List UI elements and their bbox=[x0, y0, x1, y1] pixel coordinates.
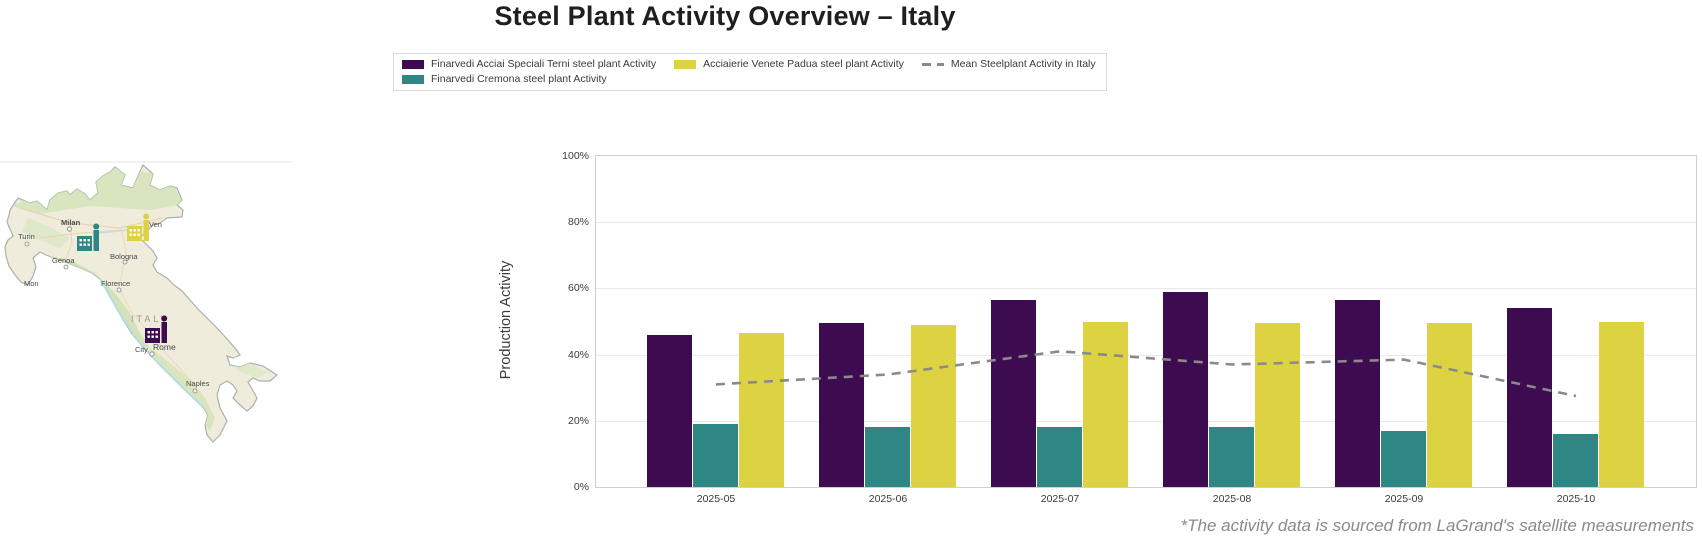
legend-item-cremona: Finarvedi Cremona steel plant Activity bbox=[402, 73, 656, 85]
x-tick-label: 2025-08 bbox=[1212, 493, 1252, 505]
city-label-turin: Turin bbox=[18, 232, 35, 241]
legend-dashed-line-swatch bbox=[921, 62, 944, 66]
italy-map-svg: Milan Turin Genoa Bologna Florence Rome … bbox=[0, 161, 292, 443]
bar-cremona-2025-05 bbox=[693, 424, 738, 487]
gridline-80 bbox=[596, 222, 1696, 224]
factory-icon-terni bbox=[145, 315, 168, 343]
city-label-rome: Rome bbox=[153, 342, 176, 352]
city-label-florence: Florence bbox=[101, 279, 130, 288]
y-tick-label: 0% bbox=[573, 481, 589, 493]
legend-item-terni: Finarvedi Acciai Speciali Terni steel pl… bbox=[402, 58, 656, 70]
bar-cremona-2025-08 bbox=[1209, 427, 1254, 487]
city-dot-naples bbox=[192, 388, 198, 394]
bar-terni-2025-07 bbox=[991, 300, 1036, 487]
plot-area: 0% 20% 40% 60% 80% 100% 2025-05 2025-06 2025-07 2… bbox=[562, 150, 1697, 505]
bar-terni-2025-08 bbox=[1163, 291, 1208, 487]
city-label-naples: Naples bbox=[186, 379, 210, 388]
x-tick-label: 2025-09 bbox=[1384, 493, 1424, 505]
legend-label: Finarvedi Cremona steel plant Activity bbox=[431, 73, 607, 85]
legend-swatch-cremona bbox=[402, 74, 424, 84]
city-markers bbox=[24, 226, 198, 394]
chart-legend: Finarvedi Acciai Speciali Terni steel pl… bbox=[393, 53, 1107, 91]
bar-terni-2025-09 bbox=[1335, 300, 1380, 487]
city-label-monaco: Mon bbox=[24, 279, 39, 288]
city-label-bologna: Bologna bbox=[110, 252, 138, 261]
y-tick-label: 20% bbox=[567, 414, 589, 427]
legend-swatch-terni bbox=[402, 59, 424, 69]
bar-padua-2025-06 bbox=[911, 324, 956, 487]
y-tick-label: 80% bbox=[567, 216, 589, 229]
page-title: Steel Plant Activity Overview – Italy bbox=[494, 1, 956, 31]
x-tick-label: 2025-07 bbox=[1040, 493, 1080, 505]
y-axis-label: Production Activity bbox=[498, 260, 514, 380]
city-labels: Milan Turin Genoa Bologna Florence Rome … bbox=[18, 218, 210, 388]
city-dot-florence bbox=[116, 287, 122, 293]
bar-cremona-2025-06 bbox=[865, 427, 910, 487]
y-tick-label: 60% bbox=[567, 282, 589, 295]
x-tick-label: 2025-10 bbox=[1556, 493, 1596, 505]
city-dot-genoa bbox=[63, 264, 69, 270]
bar-terni-2025-10 bbox=[1507, 308, 1552, 487]
city-dot-turin bbox=[24, 241, 30, 247]
legend-label: Mean Steelplant Activity in Italy bbox=[950, 58, 1096, 70]
city-dot-rome bbox=[149, 351, 155, 357]
city-label-venice: Ven bbox=[149, 220, 162, 229]
y-tick-label: 40% bbox=[567, 348, 589, 361]
gridline-20 bbox=[596, 420, 1696, 422]
y-tick-label: 100% bbox=[562, 150, 589, 162]
bar-padua-2025-08 bbox=[1255, 323, 1300, 487]
legend-item-mean: Mean Steelplant Activity in Italy bbox=[921, 58, 1096, 70]
bar-cremona-2025-09 bbox=[1381, 430, 1426, 487]
city-label-vatican-city: City bbox=[135, 345, 148, 354]
x-tick-label: 2025-06 bbox=[868, 493, 908, 505]
gridline-60 bbox=[596, 288, 1696, 290]
city-label-genoa: Genoa bbox=[52, 256, 75, 265]
data-source-footnote: *The activity data is sourced from LaGra… bbox=[1180, 516, 1694, 535]
city-dot-milan bbox=[66, 226, 73, 232]
bar-padua-2025-09 bbox=[1427, 323, 1472, 487]
bar-cremona-2025-10 bbox=[1553, 434, 1598, 487]
factory-icon-cremona bbox=[77, 223, 100, 251]
bar-terni-2025-06 bbox=[819, 323, 864, 487]
bar-padua-2025-07 bbox=[1083, 321, 1128, 487]
x-tick-label: 2025-05 bbox=[696, 493, 736, 505]
bar-cremona-2025-07 bbox=[1037, 427, 1082, 487]
region-label-italy: ITALY bbox=[131, 314, 170, 324]
legend-label: Finarvedi Acciai Speciali Terni steel pl… bbox=[431, 58, 657, 70]
legend-item-padua: Acciaierie Venete Padua steel plant Acti… bbox=[674, 58, 904, 70]
bar-padua-2025-10 bbox=[1599, 321, 1644, 487]
city-dot-bologna bbox=[122, 259, 128, 265]
west-coastline bbox=[99, 278, 204, 408]
city-label-milan: Milan bbox=[61, 218, 81, 227]
legend-label: Acciaierie Venete Padua steel plant Acti… bbox=[703, 58, 904, 70]
legend-swatch-padua bbox=[674, 59, 697, 69]
bar-terni-2025-05 bbox=[647, 334, 692, 487]
bar-padua-2025-05 bbox=[739, 333, 784, 487]
factory-icon-padua bbox=[127, 213, 150, 241]
italy-map: Milan Turin Genoa Bologna Florence Rome … bbox=[0, 148, 292, 452]
